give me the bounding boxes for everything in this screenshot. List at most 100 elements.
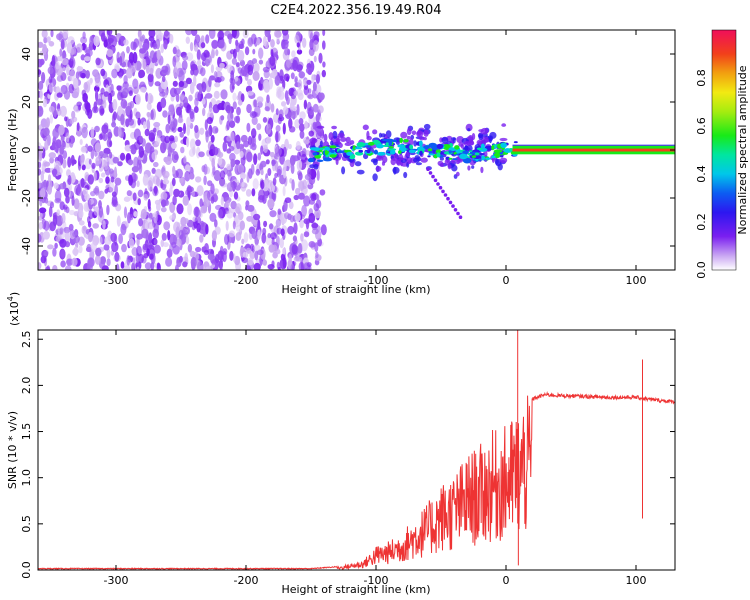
signal-core (454, 145, 460, 150)
noise-blob (163, 39, 168, 50)
noise-blob (65, 195, 70, 204)
noise-blob (150, 109, 154, 120)
noise-blob (153, 186, 158, 194)
noise-blob (298, 192, 305, 200)
noise-blob (102, 99, 107, 109)
noise-blob (214, 219, 218, 228)
signal-blob (455, 171, 460, 177)
noise-blob (120, 223, 127, 236)
signal-core (452, 158, 458, 161)
noise-blob (243, 232, 249, 243)
streak-point (441, 189, 445, 194)
noise-blob (189, 250, 196, 258)
noise-blob (64, 241, 71, 248)
noise-blob (136, 245, 142, 257)
noise-blob (306, 79, 312, 85)
noise-blob (303, 86, 309, 96)
noise-blob (107, 37, 114, 44)
noise-blob (269, 55, 276, 67)
signal-blob (345, 136, 351, 144)
noise-blob (233, 191, 239, 200)
noise-blob (207, 253, 215, 260)
noise-blob (147, 221, 154, 230)
noise-blob (265, 159, 270, 165)
noise-blob (98, 205, 104, 218)
noise-blob (235, 232, 242, 241)
noise-blob (63, 187, 70, 198)
noise-blob (293, 222, 298, 235)
noise-blob (298, 180, 305, 192)
noise-blob (147, 73, 154, 83)
noise-blob (48, 82, 54, 93)
noise-blob (67, 156, 72, 168)
noise-blob (107, 94, 111, 102)
signal-blob (330, 140, 334, 146)
colorbar-tick-label: 0.6 (695, 117, 708, 135)
noise-blob (47, 66, 54, 75)
noise-blob (196, 185, 204, 197)
streak-point (446, 196, 450, 201)
noise-blob (126, 190, 132, 197)
noise-blob (262, 66, 270, 73)
signal-core (491, 155, 496, 159)
x-tick-label: -300 (104, 274, 129, 287)
noise-blob (271, 159, 277, 165)
noise-blob (286, 76, 290, 82)
noise-blob (152, 43, 158, 50)
signal-blob (441, 136, 449, 144)
noise-blob (280, 228, 285, 236)
noise-blob (118, 39, 122, 46)
noise-blob (80, 36, 88, 44)
noise-blob (176, 203, 184, 215)
noise-blob (251, 230, 257, 240)
noise-blob (68, 83, 75, 94)
noise-blob (200, 205, 208, 214)
noise-blob (279, 238, 285, 249)
noise-blob (176, 106, 182, 116)
noise-blob (287, 225, 295, 235)
noise-blob (62, 150, 68, 160)
signal-core (513, 141, 518, 144)
noise-blob (149, 253, 154, 260)
noise-blob (122, 87, 129, 96)
signal-blob (463, 141, 471, 147)
noise-blob (217, 102, 225, 111)
noise-blob (100, 68, 106, 77)
noise-blob (38, 233, 42, 243)
noise-blob (71, 195, 75, 207)
colorbar-ticks: 0.0 0.2 0.4 0.6 0.8 (695, 69, 708, 279)
noise-blob (199, 234, 204, 243)
noise-blob (100, 172, 106, 178)
noise-blob (295, 140, 301, 150)
noise-blob (148, 30, 156, 38)
noise-blob (72, 231, 78, 237)
noise-blob (156, 262, 161, 269)
noise-blob (172, 67, 180, 78)
noise-blob (309, 39, 314, 50)
noise-blob (129, 109, 133, 120)
noise-blob (181, 60, 188, 71)
noise-blob (274, 172, 278, 179)
signal-core (448, 147, 457, 152)
noise-blob (270, 103, 275, 113)
noise-blob (303, 262, 311, 270)
noise-blob (292, 235, 297, 242)
noise-blob (85, 49, 93, 57)
noise-blob (139, 135, 144, 144)
noise-blob (128, 174, 134, 186)
signal-core (398, 150, 402, 154)
noise-blob (202, 227, 207, 238)
noise-blob (147, 180, 153, 192)
noise-blob (237, 163, 245, 174)
noise-blob (38, 262, 42, 270)
noise-blob (281, 101, 287, 107)
noise-blob (251, 128, 257, 139)
signal-core (403, 139, 409, 143)
noise-blob (230, 131, 235, 142)
noise-blob (175, 168, 183, 179)
noise-blob (203, 249, 210, 256)
noise-blob (190, 69, 195, 76)
noise-blob (52, 127, 60, 139)
colorbar-label: Normalized spectral amplitude (736, 65, 749, 234)
